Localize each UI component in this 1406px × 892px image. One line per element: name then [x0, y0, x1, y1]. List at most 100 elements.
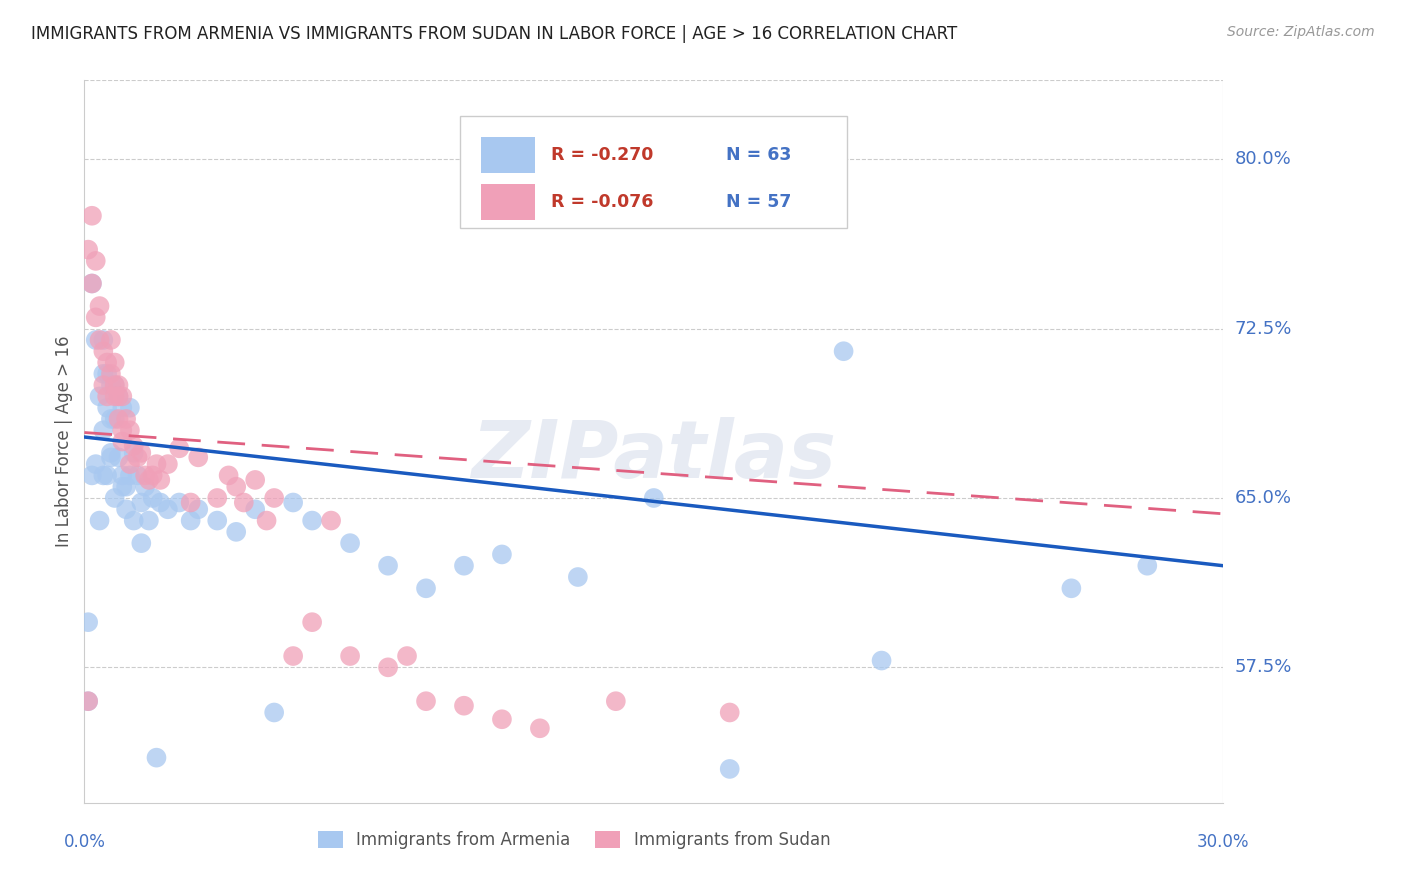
FancyBboxPatch shape: [481, 184, 536, 219]
Point: [131, 536, 153, 550]
Point: [77, 243, 100, 257]
Point: [187, 450, 209, 465]
Point: [180, 495, 202, 509]
Text: 30.0%: 30.0%: [1197, 833, 1250, 851]
Point: [134, 480, 156, 494]
Point: [77, 694, 100, 708]
Point: [138, 473, 160, 487]
Point: [104, 389, 127, 403]
Point: [122, 439, 145, 453]
Point: [134, 468, 156, 483]
Point: [80, 209, 103, 223]
Point: [377, 660, 399, 674]
Point: [118, 401, 141, 415]
Point: [207, 514, 229, 528]
Point: [643, 491, 665, 505]
Point: [84, 333, 107, 347]
Point: [283, 648, 305, 663]
Point: [567, 570, 589, 584]
Point: [218, 468, 240, 483]
Point: [180, 514, 202, 528]
Point: [107, 450, 129, 465]
Point: [93, 468, 115, 483]
Point: [89, 389, 111, 403]
Point: [84, 457, 107, 471]
Point: [104, 412, 127, 426]
Point: [104, 378, 127, 392]
Text: 0.0%: 0.0%: [63, 833, 105, 851]
Point: [145, 457, 167, 471]
Point: [263, 491, 285, 505]
Point: [225, 524, 247, 539]
Text: 65.0%: 65.0%: [1234, 489, 1291, 507]
Legend: Immigrants from Armenia, Immigrants from Sudan: Immigrants from Armenia, Immigrants from…: [311, 824, 837, 856]
Point: [111, 401, 134, 415]
Point: [1136, 558, 1159, 573]
Point: [77, 694, 100, 708]
Point: [245, 502, 267, 516]
Point: [396, 648, 419, 663]
Point: [111, 434, 134, 449]
Point: [118, 468, 141, 483]
Point: [187, 502, 209, 516]
Point: [93, 344, 115, 359]
Point: [339, 648, 361, 663]
Point: [89, 299, 111, 313]
Point: [115, 480, 138, 494]
Point: [142, 491, 165, 505]
Point: [80, 468, 103, 483]
Point: [93, 423, 115, 437]
Point: [100, 367, 122, 381]
Point: [453, 698, 475, 713]
Text: Source: ZipAtlas.com: Source: ZipAtlas.com: [1227, 25, 1375, 39]
Point: [138, 514, 160, 528]
Point: [100, 333, 122, 347]
Point: [377, 558, 399, 573]
Point: [122, 514, 145, 528]
Point: [491, 548, 513, 562]
Point: [127, 450, 149, 465]
Point: [149, 495, 172, 509]
Point: [122, 446, 145, 460]
Point: [870, 654, 893, 668]
Point: [131, 446, 153, 460]
Point: [96, 401, 118, 415]
Point: [283, 495, 305, 509]
Point: [529, 721, 551, 735]
Point: [169, 495, 191, 509]
Point: [156, 457, 179, 471]
Text: R = -0.270: R = -0.270: [551, 145, 654, 163]
Point: [245, 473, 267, 487]
Point: [104, 491, 127, 505]
Point: [145, 750, 167, 764]
Point: [832, 344, 855, 359]
Point: [301, 514, 323, 528]
Point: [263, 706, 285, 720]
Point: [100, 412, 122, 426]
Point: [142, 468, 165, 483]
Point: [93, 378, 115, 392]
Point: [339, 536, 361, 550]
Point: [77, 615, 100, 630]
Point: [156, 502, 179, 516]
Point: [80, 277, 103, 291]
Point: [93, 333, 115, 347]
Text: 80.0%: 80.0%: [1234, 151, 1291, 169]
Point: [107, 389, 129, 403]
Text: 72.5%: 72.5%: [1234, 319, 1292, 338]
Point: [207, 491, 229, 505]
Point: [321, 514, 343, 528]
Point: [111, 423, 134, 437]
Text: N = 63: N = 63: [725, 145, 792, 163]
Point: [491, 712, 513, 726]
Point: [96, 389, 118, 403]
Text: ZIPatlas: ZIPatlas: [471, 417, 837, 495]
Point: [1060, 582, 1083, 596]
Text: N = 57: N = 57: [725, 193, 792, 211]
Point: [149, 473, 172, 487]
Point: [89, 514, 111, 528]
Point: [225, 480, 247, 494]
Point: [256, 514, 278, 528]
Point: [718, 762, 741, 776]
Point: [93, 367, 115, 381]
